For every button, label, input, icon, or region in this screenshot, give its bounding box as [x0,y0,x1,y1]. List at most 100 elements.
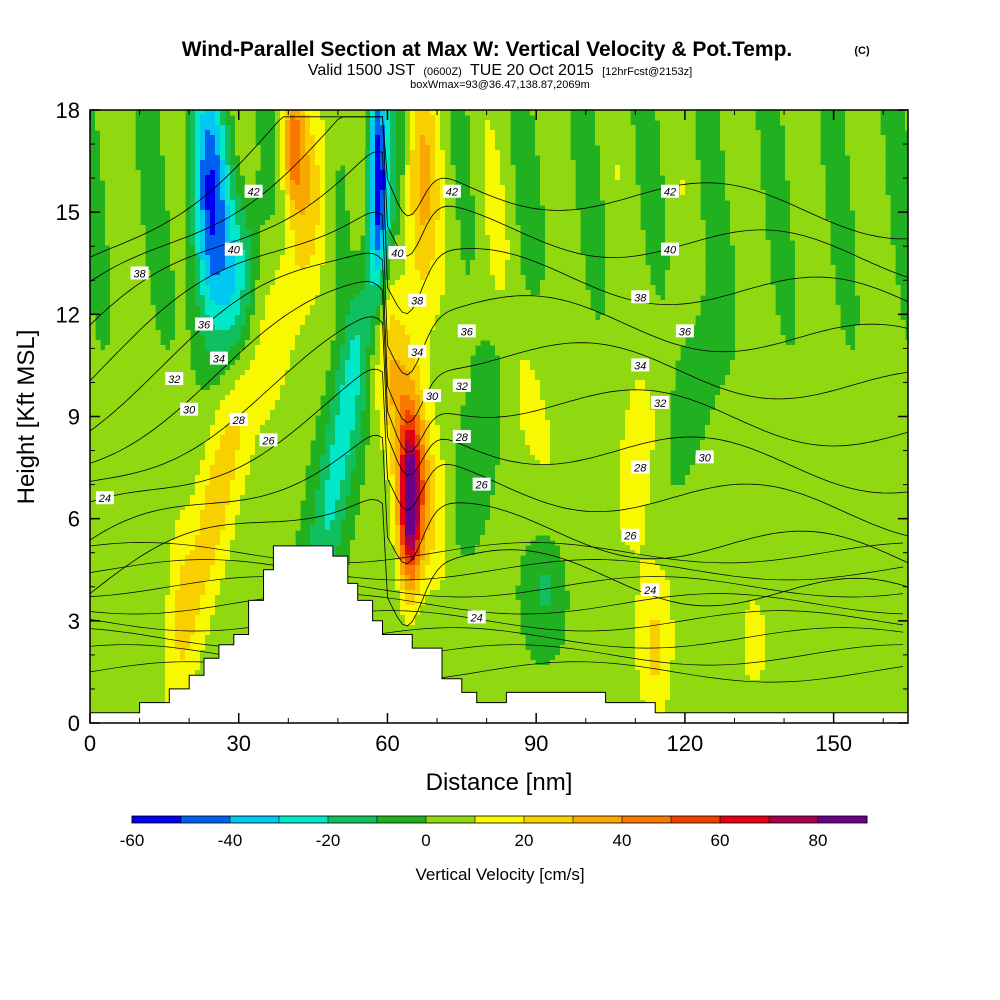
contour-label-box [621,528,640,542]
copyright-mark: (C) [854,45,870,57]
contour-label: 42 [661,184,680,199]
contour-label-text: 42 [247,187,259,199]
chart-title: Wind-Parallel Section at Max W: Vertical… [182,38,793,61]
colorbar-tick-label: 20 [515,831,534,850]
colorbar-tick-label: -20 [316,831,341,850]
contour-label: 24 [641,583,660,597]
theta-contour [90,434,908,565]
colorbar-tick-label: -40 [218,831,243,850]
x-tick-label: 120 [667,731,704,756]
plot-area: 24 26 28 30 32 34 36 38 40 42 42 40 38 36 34 32 30 28 26 24… [90,110,908,723]
y-tick-label: 6 [68,507,80,532]
colorbar-swatch [475,816,525,823]
contour-label: 36 [457,324,476,338]
theta-contour [90,498,908,627]
theta-contour-low [90,593,904,615]
contour-label: 34 [209,351,228,366]
contour-label-text: 38 [133,268,146,280]
y-tick-label: 15 [56,200,80,225]
x-tick-label: 150 [815,731,852,756]
contour-label-box [472,477,491,491]
contour-label-box [209,351,228,365]
contour-label: 36 [195,317,214,332]
theta-contour-low [90,576,904,598]
valid-zulu: (0600Z) [423,66,462,78]
valid-prefix: Valid 1500 JST [308,62,416,79]
contour-label: 32 [651,395,670,410]
contour-label-box [259,433,278,447]
contour-label-text: 30 [426,391,439,403]
y-tick-label: 0 [68,711,80,736]
colorbar-swatch [818,816,868,823]
x-tick-label: 0 [84,731,96,756]
colorbar-tick-label: 80 [809,831,828,850]
contour-label-text: 38 [411,296,424,308]
contour-label-text: 28 [633,463,647,475]
contour-label-text: 34 [213,354,225,366]
theta-contour-low [90,610,904,632]
contour-label-box [631,358,650,372]
contour-label: 40 [224,242,243,257]
x-tick-label: 30 [226,731,250,756]
valid-time-line: Valid 1500 JST (0600Z) TUE 20 Oct 2015 [… [308,62,692,79]
theta-contour [90,281,908,464]
contour-label-box [195,317,214,331]
colorbar-swatch [720,816,770,823]
theta-contour [90,116,908,283]
contour-label: 32 [452,378,471,393]
contour-label-box [388,246,407,260]
contour-label: 38 [408,293,427,308]
colorbar-swatch [573,816,623,823]
contour-label-box [442,184,461,198]
contour-label: 40 [661,242,680,257]
y-tick-label: 12 [56,302,80,327]
contour-label-box [423,389,442,403]
contour-label-text: 24 [470,612,483,624]
contour-label: 30 [695,450,714,464]
contour-label-box [457,324,476,338]
box-wmax-info: boxWmax=93@36.47,138.87,2069m [410,79,590,91]
contour-label-box [452,378,471,392]
theta-contour-low [90,542,904,564]
x-axis-label: Distance [nm] [426,769,573,796]
terrain [90,545,908,723]
contour-label-box [695,450,714,464]
contour-label-text: 32 [168,374,180,386]
contour-label-box [631,460,650,474]
colorbar-swatch [769,816,819,823]
contour-label-text: 40 [228,245,241,257]
contour-label: 38 [130,266,149,280]
contour-label-text: 28 [455,432,469,444]
contour-labels: 24 26 28 30 32 34 36 38 40 42 42 40 38 36 34 32 30 28 26 24… [95,184,714,624]
colorbar-tick-label: 0 [421,831,430,850]
theta-contour-low [90,559,904,581]
contour-label-text: 26 [623,531,637,543]
contour-label-text: 30 [699,452,712,464]
y-tick-label: 9 [68,405,80,430]
theta-contour [90,316,908,494]
contour-label: 30 [180,402,199,417]
contour-label-box [180,402,199,416]
contour-label-text: 40 [664,245,677,257]
contour-label-box [641,583,660,597]
contour-label-text: 42 [446,187,458,199]
colorbar-swatch [181,816,231,823]
contour-label-text: 32 [456,381,468,393]
colorbar-tick-label: -60 [120,831,145,850]
contour-label: 26 [472,477,491,492]
colorbar-swatch [426,816,476,823]
contour-label: 26 [621,528,640,543]
theta-contour [90,368,908,537]
contour-label: 34 [631,358,650,372]
contour-label: 34 [408,344,427,359]
contour-label-box [661,184,680,198]
contour-label: 28 [229,412,248,427]
colorbar-swatch [279,816,329,823]
contour-label-box [661,242,680,256]
contour-label: 42 [244,184,263,199]
theta-contour [90,116,908,258]
colorbar-swatch [524,816,574,823]
theta-contour [90,211,908,381]
